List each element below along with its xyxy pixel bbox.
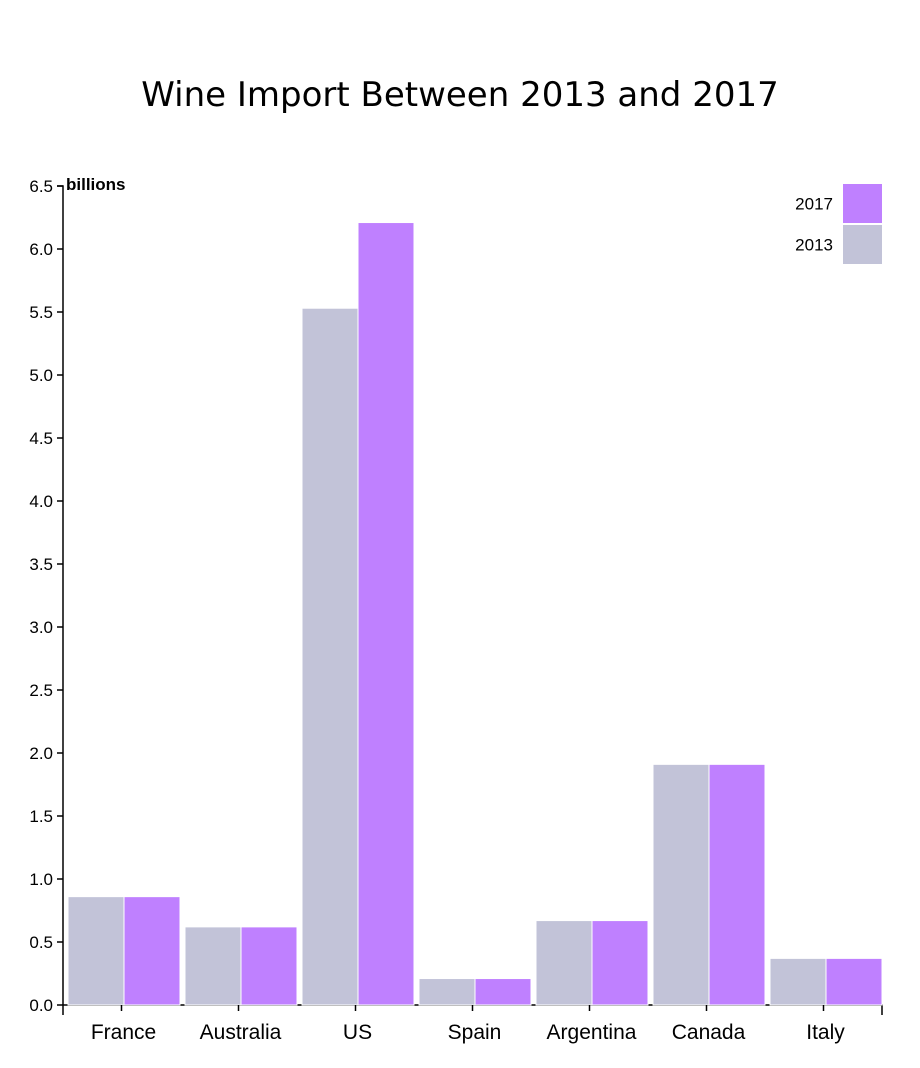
x-tick-label: Argentina — [547, 1021, 637, 1044]
x-tick-label: Spain — [448, 1021, 502, 1044]
y-tick-label: 0.0 — [29, 996, 53, 1015]
y-tick-label: 1.5 — [29, 807, 53, 826]
bar-2017-canada — [708, 763, 766, 1006]
legend-swatch-2013 — [843, 225, 882, 264]
bar-2017-spain — [474, 978, 532, 1006]
bar-2017-australia — [240, 926, 298, 1006]
bar-2013-italy — [769, 957, 827, 1006]
y-tick-label: 5.5 — [29, 303, 53, 322]
x-tick-label: Australia — [200, 1021, 282, 1044]
y-tick-label: 1.0 — [29, 870, 53, 889]
bar-2017-argentina — [591, 920, 649, 1006]
y-tick-label: 3.0 — [29, 618, 53, 637]
x-tick-label: Italy — [806, 1021, 845, 1044]
bar-2013-australia — [184, 926, 242, 1006]
y-tick-label: 3.5 — [29, 555, 53, 574]
bar-2017-italy — [825, 957, 883, 1006]
y-tick-label: 2.5 — [29, 681, 53, 700]
bar-2017-france — [123, 896, 181, 1006]
y-tick-label: 6.0 — [29, 240, 53, 259]
legend-swatch-2017 — [843, 184, 882, 223]
legend-label-2013: 2013 — [795, 236, 833, 255]
y-tick-label: 6.5 — [29, 177, 53, 196]
y-tick-label: 5.0 — [29, 366, 53, 385]
bar-2013-us — [301, 307, 359, 1006]
y-axis-line — [57, 185, 64, 1005]
y-tick-label: 4.0 — [29, 492, 53, 511]
legend-label-2017: 2017 — [795, 195, 833, 214]
x-tick-label: Canada — [672, 1021, 746, 1044]
bar-2013-argentina — [535, 920, 593, 1006]
plot-area: 0.0 0.5 1.0 1.5 2.0 2.5 3.0 3.5 4.0 4.5 5.0 5.5 6.0 6… — [29, 175, 883, 1044]
x-tick-label: US — [343, 1021, 372, 1044]
bar-2013-france — [67, 896, 125, 1006]
bar-2013-spain — [418, 978, 476, 1006]
x-tick-label: France — [91, 1021, 156, 1044]
y-tick-label: 2.0 — [29, 744, 53, 763]
bar-2013-canada — [652, 763, 710, 1006]
y-axis-unit-label: billions — [66, 175, 126, 194]
legend: 2017 2013 — [795, 184, 882, 264]
y-tick-label: 0.5 — [29, 933, 53, 952]
y-tick-label: 4.5 — [29, 429, 53, 448]
chart-title: Wine Import Between 2013 and 2017 — [141, 75, 778, 115]
bar-2017-us — [357, 222, 415, 1006]
